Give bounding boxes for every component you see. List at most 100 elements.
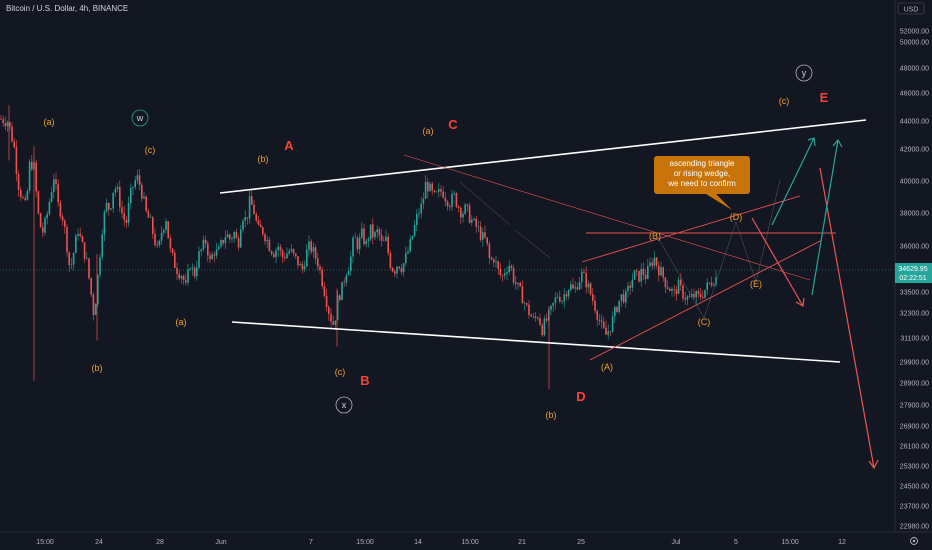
candle-body <box>114 188 117 193</box>
time-tick-label: 7 <box>309 539 313 546</box>
candle-body <box>196 267 198 277</box>
sub-wave-label: (D) <box>730 212 743 222</box>
price-axis-ticks: 52000.00 50000.00 48000.00 46000.00 44000.00… <box>900 29 929 531</box>
candle-body <box>512 267 515 283</box>
candle-body <box>211 254 213 260</box>
candle-body <box>464 204 466 214</box>
candle-body <box>4 123 7 127</box>
time-tick-label: 28 <box>156 539 164 546</box>
candle-body <box>446 201 449 207</box>
candle-body <box>222 239 224 244</box>
upper-channel-line[interactable] <box>219 119 867 194</box>
candle-body <box>710 282 713 286</box>
candle-body <box>42 227 44 233</box>
candle-body <box>484 232 486 238</box>
candle-body <box>666 287 669 289</box>
candle-body <box>488 243 491 259</box>
candle-body <box>35 162 37 192</box>
candle-body <box>508 266 510 273</box>
candle-body <box>275 250 277 258</box>
last-price-badge: 34629.95 02:22:51 <box>895 263 932 283</box>
callout-box[interactable]: ascending triangle or rising wedge, we n… <box>654 156 750 210</box>
candle-body <box>233 232 235 239</box>
candle-body <box>193 267 196 277</box>
candle-body <box>556 296 559 298</box>
candle-body <box>501 275 504 276</box>
candle-body <box>704 290 706 298</box>
candle-body <box>213 254 216 256</box>
candle-body <box>380 235 383 241</box>
candle-body <box>259 224 262 228</box>
candle-body <box>642 268 645 275</box>
wedge-lower-line[interactable] <box>589 239 823 361</box>
candle-body <box>530 314 532 317</box>
candle-body <box>237 238 240 248</box>
candle-body <box>523 303 526 304</box>
candle-body <box>372 224 374 238</box>
candle-body <box>127 203 130 223</box>
candle-body <box>702 296 704 298</box>
candle-body <box>561 301 563 302</box>
candle-body <box>422 198 425 204</box>
candle-body <box>79 233 81 237</box>
candle-body <box>61 216 64 221</box>
wedge-upper-line[interactable] <box>581 195 801 263</box>
candle-body <box>200 249 202 252</box>
currency-badge: USD <box>897 2 925 15</box>
candle-body <box>537 317 539 319</box>
circle-label-y: y <box>795 64 813 82</box>
candle-body <box>288 251 290 254</box>
candle-body <box>187 269 189 283</box>
candle-body <box>627 285 629 292</box>
candle-body <box>103 211 106 235</box>
candle-body <box>532 316 535 318</box>
chart-title: Bitcoin / U.S. Dollar, 4h, BINANCE <box>6 4 129 13</box>
teal-arrow-1 <box>771 137 816 226</box>
candle-body <box>171 248 174 253</box>
candle-body <box>435 191 438 193</box>
red-diagonal-trendline[interactable] <box>403 154 811 281</box>
candle-body <box>180 275 183 279</box>
time-tick-label: Jul <box>672 539 681 546</box>
candle-body <box>534 316 537 318</box>
candle-body <box>466 204 469 206</box>
candle-body <box>350 256 352 271</box>
candle-body <box>504 273 506 276</box>
sub-wave-label: (c) <box>335 367 346 377</box>
candle-body <box>31 161 33 170</box>
candle-body <box>97 274 99 305</box>
sub-wave-label: (b) <box>546 410 557 420</box>
candle-body <box>633 270 636 280</box>
candle-body <box>356 237 359 250</box>
candle-body <box>614 307 616 317</box>
candle-body <box>262 227 264 235</box>
candle-body <box>77 233 79 236</box>
candle-body <box>286 253 288 259</box>
candle-body <box>165 221 167 230</box>
candle-body <box>649 262 651 266</box>
time-tick-label: 21 <box>518 539 526 546</box>
settings-gear-icon[interactable] <box>910 537 918 545</box>
lower-channel-line[interactable] <box>231 321 841 363</box>
candle-body <box>631 279 634 288</box>
sub-wave-label: (b) <box>258 154 269 164</box>
candle-body <box>281 250 284 258</box>
candle-body <box>231 238 233 240</box>
price-tick-label: 23700.00 <box>900 504 929 511</box>
last-price: 34629.95 <box>898 266 927 273</box>
candle-body <box>576 287 579 290</box>
candle-body <box>70 264 73 266</box>
sub-wave-label: (c) <box>145 145 156 155</box>
time-tick-label: 15:00 <box>356 539 374 546</box>
sub-wave-label: (a) <box>44 117 55 127</box>
candle-body <box>83 242 86 259</box>
candle-body <box>86 258 88 260</box>
candle-body <box>242 220 244 230</box>
candle-body <box>163 229 165 233</box>
candle-body <box>44 218 46 233</box>
candle-body <box>517 282 519 285</box>
candle-body <box>75 235 77 253</box>
candle-body <box>220 239 222 247</box>
sub-wave-label: (a) <box>423 126 434 136</box>
